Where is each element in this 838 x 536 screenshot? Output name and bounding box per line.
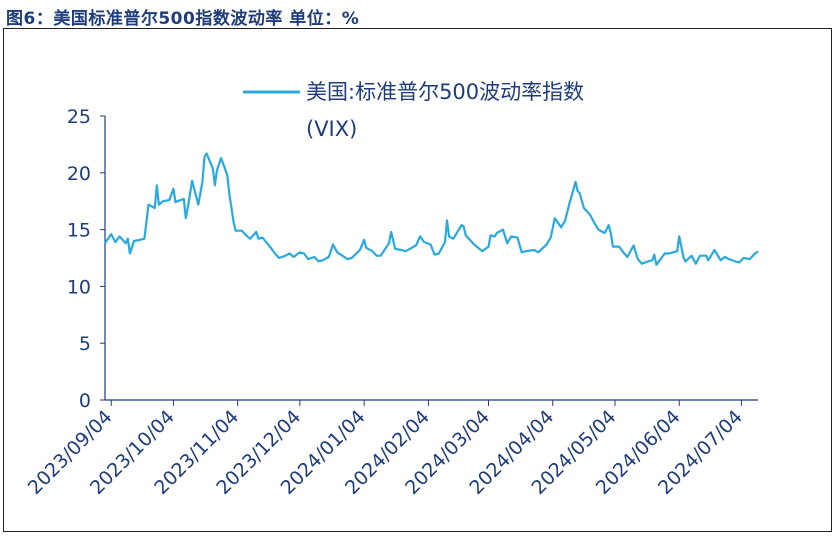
plot-area [104, 152, 759, 266]
y-tick-label: 20 [67, 163, 91, 185]
legend-label: 美国:标准普尔500波动率指数 [306, 80, 584, 104]
legend-label-cont: (VIX) [306, 117, 357, 141]
figure-title: 图6：美国标准普尔500指数波动率 单位：% [6, 9, 360, 29]
y-tick-label: 15 [67, 220, 91, 242]
x-axis: 2023/09/042023/10/042023/11/042023/12/04… [24, 399, 758, 499]
legend: 美国:标准普尔500波动率指数 (VIX) [243, 80, 584, 141]
y-tick-label: 5 [79, 333, 91, 355]
vix-series-line [104, 152, 759, 266]
chart-frame [3, 28, 832, 532]
y-tick-label: 10 [67, 276, 91, 298]
y-tick-label: 25 [67, 106, 91, 128]
y-axis: 0 5 10 15 20 25 [67, 106, 106, 412]
y-tick-label: 0 [79, 390, 91, 412]
